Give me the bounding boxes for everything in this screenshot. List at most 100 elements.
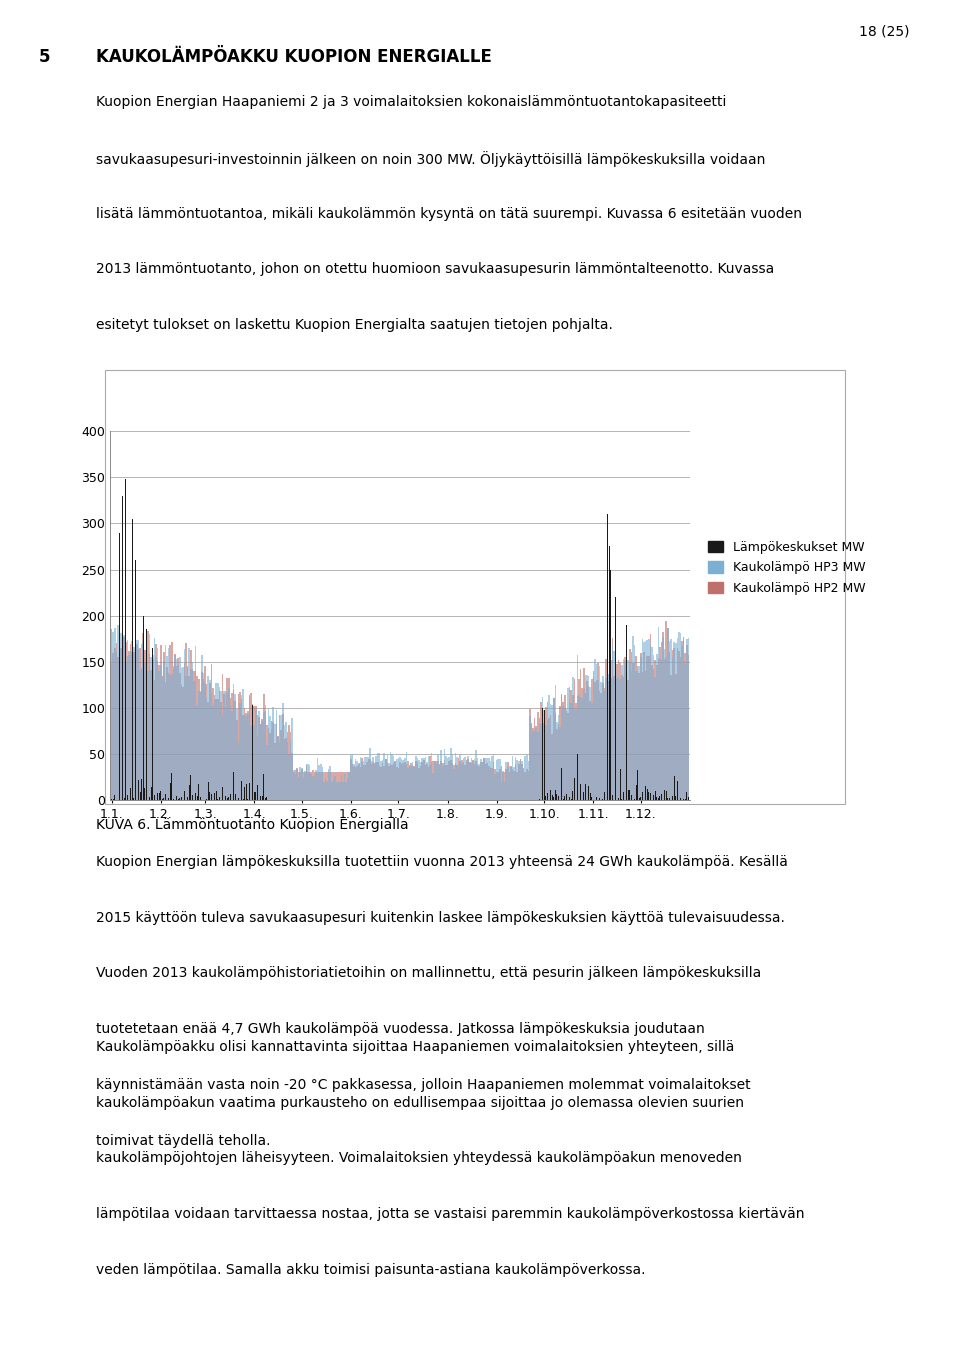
Bar	[329, 766, 331, 800]
Bar	[305, 765, 307, 800]
Bar	[346, 772, 347, 800]
Bar	[141, 668, 142, 800]
Bar	[396, 759, 397, 800]
Bar	[400, 764, 402, 800]
Bar	[504, 781, 505, 800]
Bar	[351, 764, 353, 800]
Bar	[607, 671, 609, 800]
Bar	[256, 736, 258, 800]
Bar	[304, 770, 305, 800]
Bar	[117, 625, 119, 800]
Bar	[665, 621, 667, 800]
Bar	[344, 772, 346, 800]
Bar	[305, 764, 307, 800]
Bar	[317, 772, 319, 800]
Bar	[565, 710, 567, 800]
Bar	[193, 680, 195, 800]
Bar	[124, 636, 125, 800]
Bar	[237, 694, 239, 800]
Bar	[599, 666, 600, 800]
Bar	[480, 759, 482, 800]
Text: toimivat täydellä teholla.: toimivat täydellä teholla.	[96, 1134, 271, 1147]
Bar	[492, 762, 494, 800]
Bar	[297, 768, 298, 800]
Bar	[368, 759, 369, 800]
Bar	[668, 652, 670, 800]
Bar	[229, 698, 231, 800]
Bar	[358, 764, 360, 800]
Bar	[563, 702, 564, 800]
Bar	[358, 762, 360, 800]
Bar	[561, 694, 563, 800]
Bar	[366, 757, 368, 800]
Bar	[456, 765, 458, 800]
Bar	[236, 709, 237, 800]
Bar	[451, 762, 453, 800]
Bar	[383, 766, 385, 800]
Bar	[555, 685, 556, 800]
Bar	[455, 764, 456, 800]
Bar	[236, 720, 237, 800]
Bar	[224, 694, 225, 800]
Bar	[290, 740, 292, 800]
Bar	[302, 777, 304, 800]
Bar	[144, 663, 146, 800]
Bar	[614, 676, 616, 800]
Bar	[618, 660, 619, 800]
Bar	[485, 764, 487, 800]
Bar	[210, 693, 212, 800]
Bar	[407, 768, 409, 800]
Bar	[312, 776, 314, 800]
Bar	[683, 638, 684, 800]
Bar	[297, 769, 298, 800]
Bar	[117, 657, 119, 800]
Bar	[154, 680, 156, 800]
Bar	[558, 724, 560, 800]
Bar	[326, 772, 328, 800]
Bar	[160, 666, 161, 800]
Bar	[560, 706, 561, 800]
Bar	[482, 762, 483, 800]
Bar	[626, 660, 628, 800]
Bar	[144, 651, 146, 800]
Bar	[536, 728, 537, 800]
Bar	[151, 670, 152, 800]
Bar	[320, 765, 322, 800]
Bar	[269, 716, 271, 800]
Bar	[182, 667, 183, 800]
Bar	[524, 755, 526, 800]
Bar	[341, 776, 342, 800]
Bar	[419, 759, 420, 800]
Text: Vuoden 2013 kaukolämpöhistoriatietoihin on mallinnettu, että pesurin jälkeen läm: Vuoden 2013 kaukolämpöhistoriatietoihin …	[96, 966, 761, 980]
Bar	[274, 743, 276, 800]
Bar	[288, 725, 290, 800]
Bar	[550, 704, 551, 800]
Bar	[193, 671, 195, 800]
Bar	[588, 676, 589, 800]
Bar	[158, 671, 160, 800]
Bar	[670, 675, 672, 800]
Bar	[392, 765, 393, 800]
Bar	[483, 758, 485, 800]
Bar	[412, 765, 414, 800]
Bar	[400, 759, 402, 800]
Bar	[667, 629, 668, 800]
Bar	[283, 725, 285, 800]
Bar	[478, 764, 480, 800]
Bar	[271, 721, 273, 800]
Bar	[385, 759, 387, 800]
Bar	[271, 729, 273, 800]
Bar	[555, 713, 556, 800]
Bar	[350, 758, 351, 800]
Bar	[393, 757, 395, 800]
Bar	[273, 706, 274, 800]
Bar	[350, 755, 351, 800]
Bar	[536, 725, 537, 800]
Bar	[165, 682, 166, 800]
Bar	[580, 697, 582, 800]
Bar	[445, 757, 446, 800]
Bar	[322, 772, 324, 800]
Bar	[441, 750, 442, 800]
Bar	[336, 781, 337, 800]
Bar	[228, 678, 229, 800]
